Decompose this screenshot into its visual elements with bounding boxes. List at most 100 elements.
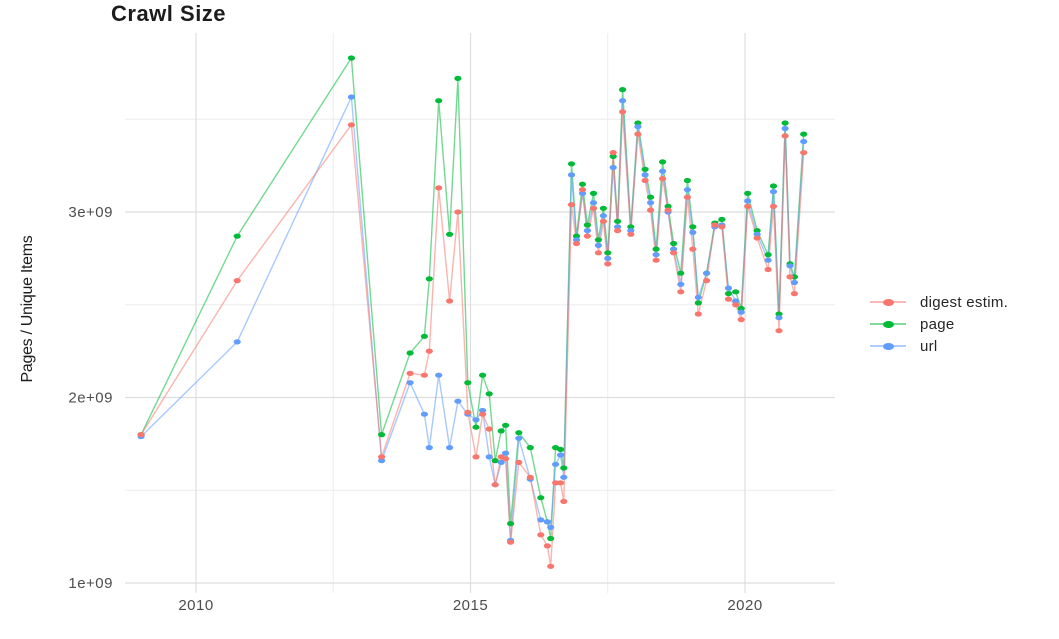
data-point-page	[614, 218, 622, 224]
data-point-page	[764, 252, 772, 258]
data-point-url	[454, 398, 462, 404]
data-point-page	[769, 183, 778, 189]
y-tick-label: 2e+09	[68, 390, 113, 407]
data-point-digest-estim-	[572, 240, 581, 247]
data-point-url	[552, 461, 560, 467]
data-point-url	[446, 445, 454, 451]
data-point-digest-estim-	[507, 539, 515, 545]
data-point-digest-estim-	[420, 372, 428, 378]
data-point-url	[647, 200, 655, 206]
data-point-url	[659, 168, 667, 174]
data-point-page	[589, 190, 598, 196]
data-point-digest-estim-	[647, 207, 655, 213]
data-point-page	[583, 222, 592, 228]
data-point-url	[732, 298, 740, 304]
data-point-url	[537, 517, 545, 523]
data-point-page	[502, 422, 510, 428]
chart-title: Crawl Size	[111, 1, 227, 26]
data-point-digest-estim-	[537, 532, 545, 538]
data-point-digest-estim-	[753, 235, 761, 241]
data-point-url	[435, 372, 443, 378]
data-point-digest-estim-	[543, 543, 552, 549]
data-point-page	[604, 250, 612, 256]
data-point-digest-estim-	[547, 563, 555, 569]
data-point-digest-estim-	[737, 317, 745, 323]
legend-label-url: url	[920, 337, 938, 355]
data-point-digest-estim-	[652, 257, 660, 263]
data-point-digest-estim-	[634, 131, 642, 137]
data-point-page	[347, 55, 355, 61]
data-point-digest-estim-	[764, 266, 772, 273]
data-point-page	[800, 131, 808, 137]
data-point-digest-estim-	[435, 185, 443, 191]
data-point-url	[781, 125, 789, 132]
data-point-digest-estim-	[689, 246, 697, 252]
data-point-page	[420, 333, 428, 339]
data-point-page	[378, 432, 386, 438]
data-point-page	[567, 161, 576, 167]
data-point-digest-estim-	[659, 176, 667, 182]
data-point-digest-estim-	[769, 203, 778, 209]
data-point-url	[775, 315, 783, 321]
data-point-digest-estim-	[526, 474, 534, 480]
data-point-page	[641, 166, 649, 172]
data-point-digest-estim-	[599, 218, 608, 224]
data-point-digest-estim-	[619, 109, 627, 115]
data-point-url	[753, 231, 761, 237]
data-point-url	[599, 213, 608, 219]
legend-label-digest-estim: digest estim.	[920, 293, 1009, 311]
data-point-digest-estim-	[406, 370, 414, 376]
data-point-digest-estim-	[683, 194, 692, 200]
data-point-url	[614, 224, 622, 230]
data-point-digest-estim-	[454, 209, 462, 215]
data-point-url	[406, 380, 414, 386]
data-point-digest-estim-	[694, 311, 702, 317]
data-point-url	[744, 198, 752, 204]
data-point-url	[420, 411, 428, 417]
data-point-page	[781, 120, 789, 126]
data-point-digest-estim-	[485, 426, 493, 432]
data-point-page	[594, 237, 603, 243]
data-point-page	[547, 535, 555, 542]
series-line-url	[140, 96, 805, 541]
data-point-url	[764, 257, 772, 263]
data-point-page	[537, 495, 545, 501]
data-point-digest-estim-	[744, 203, 752, 209]
data-point-url	[515, 435, 523, 441]
data-point-page	[664, 203, 672, 209]
data-point-digest-estim-	[724, 296, 733, 302]
x-tick-label: 2020	[727, 597, 762, 614]
data-point-digest-estim-	[515, 459, 523, 465]
data-point-digest-estim-	[479, 411, 487, 417]
data-point-url	[677, 281, 685, 287]
data-point-url	[594, 242, 603, 248]
data-point-page	[724, 291, 733, 297]
data-point-url	[790, 279, 799, 286]
y-tick-label: 1e+09	[68, 575, 113, 592]
data-point-digest-estim-	[583, 233, 592, 239]
url-series-marker-icon	[870, 340, 906, 352]
data-point-url	[556, 452, 565, 458]
data-point-page	[634, 120, 642, 126]
data-point-digest-estim-	[560, 498, 568, 504]
digest-estim-series-marker-icon	[870, 296, 906, 308]
data-point-digest-estim-	[233, 278, 241, 284]
data-point-page	[515, 430, 523, 436]
data-point-page	[659, 159, 667, 165]
data-point-digest-estim-	[502, 456, 510, 462]
data-point-page	[677, 270, 685, 276]
data-point-digest-estim-	[425, 348, 433, 354]
data-point-digest-estim-	[556, 480, 565, 486]
legend-item-page: page	[870, 313, 1008, 335]
data-point-page	[233, 233, 241, 239]
data-point-url	[769, 189, 778, 195]
data-point-digest-estim-	[718, 224, 726, 230]
data-point-page	[435, 98, 443, 104]
data-point-url	[786, 263, 794, 269]
data-point-page	[689, 224, 697, 230]
data-point-page	[497, 428, 505, 434]
data-point-digest-estim-	[378, 454, 386, 460]
data-point-page	[753, 228, 761, 234]
data-point-page	[578, 181, 587, 187]
x-tick-label: 2015	[453, 597, 488, 614]
